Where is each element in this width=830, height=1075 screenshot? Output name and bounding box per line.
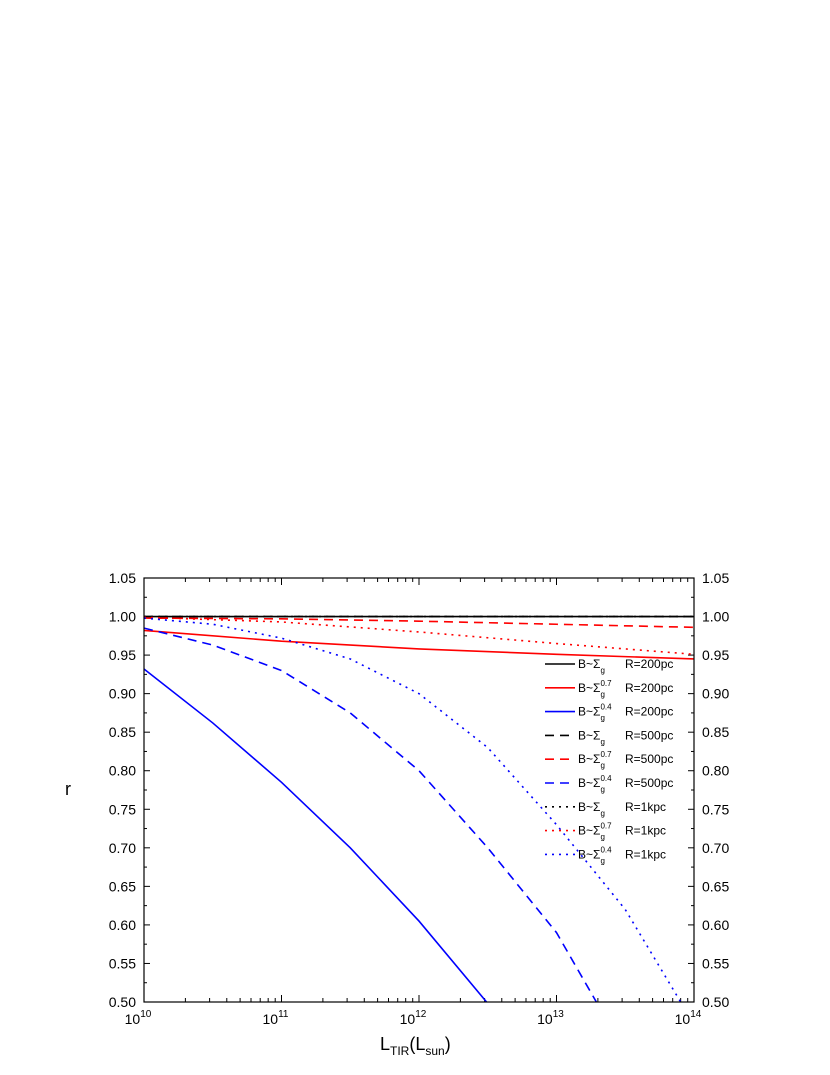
legend-sup: 0.4	[600, 845, 612, 854]
legend-label: R=1kpc	[625, 847, 666, 861]
legend-sub: g	[600, 761, 604, 770]
legend-sub: g	[600, 856, 604, 865]
legend-label: B~Σ	[578, 776, 600, 790]
y-axis-label: r	[65, 779, 71, 799]
legend-sub: g	[600, 690, 604, 699]
y-tick-label: 0.55	[109, 955, 136, 971]
legend-sub: g	[600, 833, 604, 842]
x-label-part: (L	[409, 1034, 425, 1054]
y-tick-label: 0.60	[702, 917, 729, 933]
y-tick-label: 0.80	[702, 763, 729, 779]
x-label-part: sun	[425, 1044, 444, 1058]
x-tick-label: 1013	[537, 1009, 564, 1027]
series-line	[144, 616, 694, 656]
legend-sub: g	[600, 666, 604, 675]
y-tick-label: 0.50	[109, 994, 136, 1010]
legend-label: R=500pc	[625, 728, 673, 742]
y-tick-label: 1.00	[702, 609, 729, 625]
y-tick-label: 0.90	[109, 686, 136, 702]
legend-label: R=500pc	[625, 752, 673, 766]
y-tick-label: 0.65	[702, 878, 729, 894]
legend-label: B~Σ	[578, 728, 600, 742]
legend-sub: g	[600, 737, 604, 746]
y-tick-label: 0.85	[702, 724, 729, 740]
legend-sub: g	[600, 809, 604, 818]
legend-label: R=1kpc	[625, 800, 666, 814]
legend-label: B~Σ	[578, 705, 600, 719]
legend-label: B~Σ	[578, 681, 600, 695]
legend-label: R=500pc	[625, 776, 673, 790]
y-tick-label: 0.65	[109, 878, 136, 894]
legend-sub: g	[600, 785, 604, 794]
x-tick-label: 1010	[125, 1009, 152, 1027]
x-tick-label: 1014	[675, 1009, 702, 1027]
x-axis-label: LTIR(Lsun)	[380, 1034, 451, 1058]
legend-label: B~Σ	[578, 752, 600, 766]
legend-sup: 0.4	[600, 774, 612, 783]
legend-sup: 0.7	[600, 750, 612, 759]
y-tick-label: 0.70	[702, 840, 729, 856]
y-tick-label: 1.05	[702, 570, 729, 586]
legend-sub: g	[600, 714, 604, 723]
legend-label: B~Σ	[578, 657, 600, 671]
legend-sup: 0.4	[600, 703, 612, 712]
x-tick-base: 10	[537, 1011, 553, 1027]
series-line	[144, 627, 598, 1002]
legend-sup: 0.7	[600, 822, 612, 831]
x-tick-exp: 11	[278, 1009, 289, 1020]
y-tick-label: 0.70	[109, 840, 136, 856]
y-tick-label: 1.05	[109, 570, 136, 586]
legend-label: B~Σ	[578, 800, 600, 814]
x-tick-base: 10	[125, 1011, 141, 1027]
series-line	[144, 629, 694, 660]
y-tick-label: 0.75	[702, 801, 729, 817]
y-tick-label: 0.55	[702, 955, 729, 971]
x-tick-base: 10	[675, 1011, 691, 1027]
legend-label: B~Σ	[578, 847, 600, 861]
series-line	[144, 668, 488, 1002]
legend-label: R=200pc	[625, 705, 673, 719]
y-tick-label: 0.75	[109, 801, 136, 817]
x-tick-exp: 10	[140, 1009, 152, 1020]
x-tick-exp: 12	[415, 1009, 427, 1020]
legend-sup: 0.7	[600, 679, 612, 688]
y-tick-label: 0.95	[702, 647, 729, 663]
x-label-part: L	[380, 1034, 390, 1054]
x-tick-label: 1012	[400, 1009, 427, 1027]
series-line	[144, 617, 694, 629]
legend-label: R=1kpc	[625, 824, 666, 838]
x-tick-base: 10	[400, 1011, 416, 1027]
x-label-part: )	[445, 1034, 451, 1054]
x-tick-exp: 14	[690, 1009, 702, 1020]
x-tick-base: 10	[263, 1011, 279, 1027]
x-tick-exp: 13	[553, 1009, 565, 1020]
y-tick-label: 0.85	[109, 724, 136, 740]
legend-label: R=200pc	[625, 657, 673, 671]
y-tick-label: 0.50	[702, 994, 729, 1010]
y-tick-label: 0.95	[109, 647, 136, 663]
y-tick-label: 0.90	[702, 686, 729, 702]
legend-label: R=200pc	[625, 681, 673, 695]
plot-lines	[144, 615, 694, 1002]
y-tick-label: 0.60	[109, 917, 136, 933]
legend-label: B~Σ	[578, 824, 600, 838]
plot-frame	[143, 577, 695, 1003]
x-label-part: TIR	[390, 1044, 410, 1058]
y-tick-label: 0.80	[109, 763, 136, 779]
x-tick-label: 1011	[263, 1009, 289, 1027]
series-line	[144, 617, 682, 1002]
y-tick-label: 1.00	[109, 609, 136, 625]
